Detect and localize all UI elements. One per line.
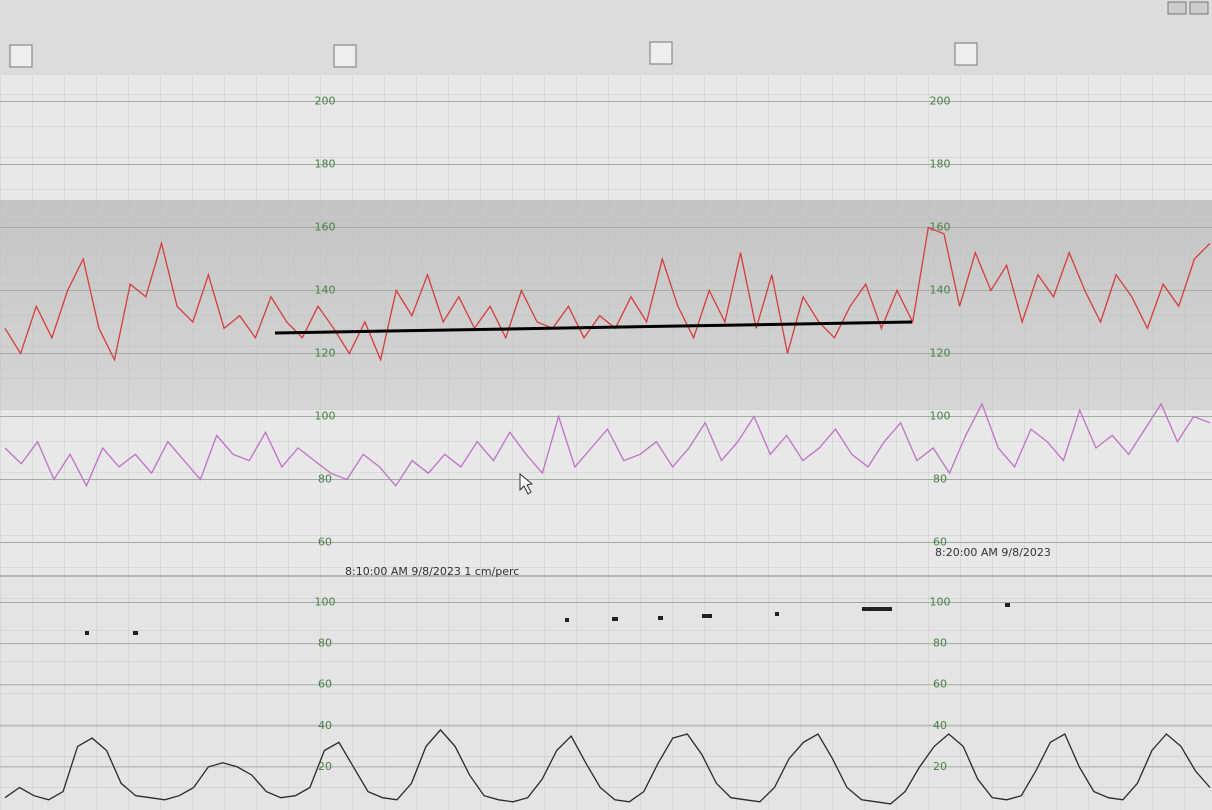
y-tick-label: 140 xyxy=(930,284,951,297)
trace xyxy=(4,226,1211,362)
marker xyxy=(702,614,712,618)
window-button[interactable] xyxy=(1189,1,1209,15)
y-tick-label: 40 xyxy=(933,719,947,732)
icon[interactable] xyxy=(333,44,357,68)
y-tick-label: 100 xyxy=(315,410,336,423)
marker xyxy=(612,617,618,621)
timestamp: 8:20:00 AM 9/8/2023 xyxy=(935,546,1051,559)
baseline-annotation xyxy=(274,320,913,335)
toolbar xyxy=(0,0,1212,75)
y-tick-label: 180 xyxy=(315,158,336,171)
movement-markers xyxy=(85,603,1010,635)
y-tick-label: 80 xyxy=(318,637,332,650)
minor-grid xyxy=(0,75,1212,810)
marker xyxy=(85,631,89,635)
marker xyxy=(1005,603,1010,607)
y-tick-label: 80 xyxy=(318,473,332,486)
y-tick-label: 40 xyxy=(318,719,332,732)
marker xyxy=(862,607,892,611)
y-tick-label: 80 xyxy=(933,637,947,650)
y-tick-label: 100 xyxy=(930,596,951,609)
y-tick-label: 140 xyxy=(315,284,336,297)
y-tick-label: 200 xyxy=(930,95,951,108)
y-tick-label: 100 xyxy=(930,410,951,423)
y-tick-label: 60 xyxy=(933,536,947,549)
y-tick-label: 120 xyxy=(930,347,951,360)
icon[interactable] xyxy=(954,42,978,66)
y-tick-label: 180 xyxy=(930,158,951,171)
y-tick-label: 20 xyxy=(318,760,332,773)
y-tick-label: 20 xyxy=(933,760,947,773)
marker xyxy=(658,616,663,620)
y-tick-label: 120 xyxy=(315,347,336,360)
y-tick-label: 60 xyxy=(933,678,947,691)
trace xyxy=(4,728,1211,805)
y-tick-label: 60 xyxy=(318,536,332,549)
y-tick-label: 200 xyxy=(315,95,336,108)
y-tick-label: 60 xyxy=(318,678,332,691)
toolbar-icons[interactable] xyxy=(9,1,1209,68)
trace xyxy=(4,402,1211,488)
icon[interactable] xyxy=(649,41,673,65)
timestamp: 8:10:00 AM 9/8/2023 1 cm/perc xyxy=(345,565,519,578)
mouse-cursor xyxy=(519,472,534,495)
y-tick-label: 100 xyxy=(315,596,336,609)
marker xyxy=(133,631,138,635)
icon[interactable] xyxy=(9,44,33,68)
y-tick-label: 80 xyxy=(933,473,947,486)
y-tick-label: 160 xyxy=(315,221,336,234)
marker xyxy=(565,618,569,622)
window-button[interactable] xyxy=(1167,1,1187,15)
marker xyxy=(775,612,779,616)
